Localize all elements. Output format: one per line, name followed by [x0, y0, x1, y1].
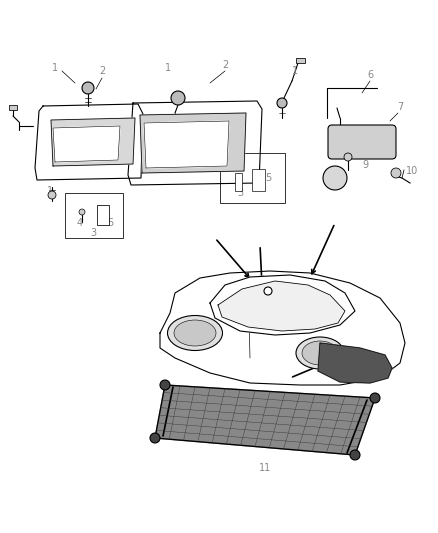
Polygon shape: [140, 113, 246, 173]
Circle shape: [171, 91, 185, 105]
Text: 1: 1: [47, 186, 53, 196]
Text: 1: 1: [165, 63, 171, 73]
Polygon shape: [210, 275, 355, 335]
Text: 2: 2: [222, 60, 228, 70]
Circle shape: [48, 191, 56, 199]
Circle shape: [323, 166, 347, 190]
Text: 3: 3: [90, 228, 96, 238]
Ellipse shape: [167, 316, 223, 351]
Ellipse shape: [296, 337, 344, 369]
Bar: [65, 193, 123, 238]
Circle shape: [160, 380, 170, 390]
Circle shape: [150, 433, 160, 443]
Text: 4: 4: [235, 173, 241, 183]
Ellipse shape: [174, 320, 216, 346]
Polygon shape: [35, 104, 143, 180]
Circle shape: [391, 168, 401, 178]
Text: 3: 3: [237, 188, 243, 198]
Text: 7: 7: [397, 102, 403, 112]
Circle shape: [264, 287, 272, 295]
Circle shape: [344, 153, 352, 161]
Text: 2: 2: [99, 66, 105, 76]
Text: 5: 5: [107, 218, 113, 228]
Bar: [235, 173, 242, 191]
Circle shape: [350, 450, 360, 460]
Polygon shape: [144, 121, 229, 168]
Text: 11: 11: [259, 463, 271, 473]
Text: 5: 5: [265, 173, 271, 183]
Circle shape: [79, 209, 85, 215]
Polygon shape: [53, 126, 120, 162]
Text: 8: 8: [345, 148, 351, 158]
Circle shape: [82, 82, 94, 94]
Polygon shape: [218, 281, 345, 331]
Bar: [296, 58, 305, 63]
Text: 10: 10: [406, 166, 418, 176]
Bar: [9, 105, 17, 110]
Polygon shape: [128, 101, 262, 185]
Circle shape: [277, 98, 287, 108]
Bar: [97, 205, 109, 225]
Text: 1: 1: [52, 63, 58, 73]
Text: 1: 1: [292, 66, 298, 76]
Polygon shape: [155, 385, 375, 455]
Text: 6: 6: [367, 70, 373, 80]
Text: 9: 9: [362, 160, 368, 170]
Polygon shape: [318, 343, 392, 383]
Bar: [220, 153, 285, 203]
Polygon shape: [51, 118, 135, 166]
Text: 4: 4: [77, 218, 83, 228]
Ellipse shape: [302, 341, 338, 365]
FancyBboxPatch shape: [328, 125, 396, 159]
Polygon shape: [160, 271, 405, 385]
Circle shape: [370, 393, 380, 403]
Bar: [252, 169, 265, 191]
